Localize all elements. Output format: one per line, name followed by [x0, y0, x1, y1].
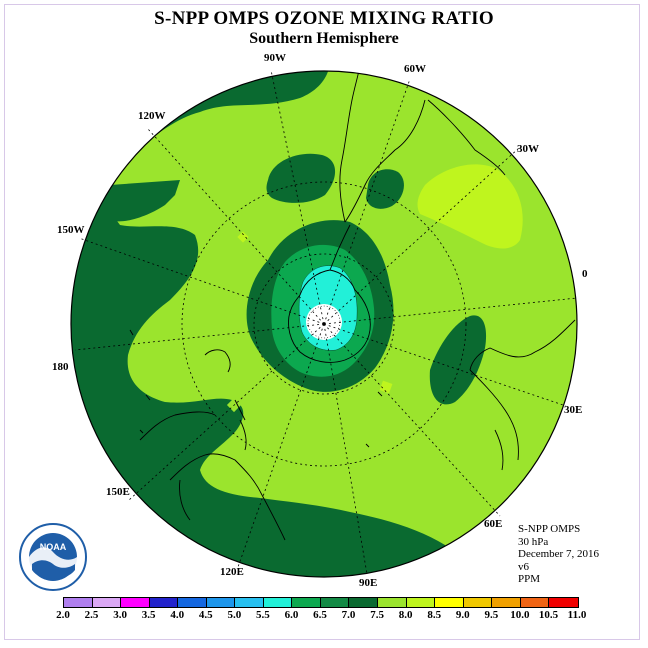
- colorbar-swatch: [149, 598, 179, 607]
- colorbar-swatch: [435, 598, 464, 607]
- lon-label-150w: 150W: [57, 224, 85, 236]
- colorbar-tick-label: 7.0: [341, 609, 356, 621]
- colorbar-swatch: [406, 598, 436, 607]
- colorbar-tick-label: 4.5: [198, 609, 213, 621]
- colorbar-swatch: [378, 598, 407, 607]
- field-blob-30e: [429, 315, 487, 405]
- colorbar-swatch: [263, 598, 293, 607]
- colorbar-swatch: [549, 598, 578, 607]
- colorbar-tick-label: 6.0: [284, 609, 299, 621]
- lon-label-180: 180: [52, 361, 69, 373]
- colorbar-tick-label: 2.5: [84, 609, 99, 621]
- colorbar-swatch: [320, 598, 350, 607]
- map-title: S-NPP OMPS OZONE MIXING RATIO: [154, 8, 494, 29]
- lon-label-120e: 120E: [220, 566, 244, 578]
- colorbar: [63, 597, 579, 608]
- colorbar-tick-label: 8.5: [427, 609, 442, 621]
- plot-frame: [4, 4, 640, 640]
- lon-label-30e: 30E: [564, 404, 583, 416]
- colorbar-swatch: [292, 598, 321, 607]
- pole-hole: [306, 304, 342, 340]
- colorbar-tick-label: 10.5: [538, 609, 559, 621]
- colorbar-swatch: [235, 598, 264, 607]
- info-units: PPM: [518, 573, 541, 585]
- coast-new-zealand: [204, 349, 231, 373]
- colorbar-tick-label: 11.0: [567, 609, 587, 621]
- colorbar-swatch: [492, 598, 521, 607]
- field-blob-90w: [266, 153, 336, 203]
- colorbar-swatch: [121, 598, 150, 607]
- colorbar-tick-label: 5.0: [227, 609, 242, 621]
- lon-label-0: 0: [582, 268, 588, 280]
- lon-label-30w: 30W: [517, 143, 539, 155]
- lon-label-90e: 90E: [359, 577, 378, 589]
- colorbar-swatch: [64, 598, 93, 607]
- lon-label-90w: 90W: [264, 52, 286, 64]
- info-pressure: 30 hPa: [518, 535, 549, 548]
- info-version: v6: [518, 560, 529, 573]
- lon-label-60w: 60W: [404, 63, 426, 75]
- colorbar-swatch: [206, 598, 236, 607]
- colorbar-tick-label: 4.0: [170, 609, 185, 621]
- lon-label-150e: 150E: [106, 486, 130, 498]
- colorbar-tick-label: 3.5: [141, 609, 156, 621]
- field-patch-30w: [417, 164, 523, 249]
- info-block: S-NPP OMPS 30 hPa December 7, 2016 v6 PP…: [518, 523, 599, 586]
- colorbar-swatch: [463, 598, 493, 607]
- noaa-logo-text: NOAA: [40, 542, 67, 552]
- colorbar-tick-label: 8.0: [398, 609, 413, 621]
- colorbar-swatch: [349, 598, 379, 607]
- colorbar-swatch: [178, 598, 207, 607]
- coast-australia: [169, 453, 286, 541]
- lon-label-60e: 60E: [484, 518, 503, 530]
- coast-africa: [469, 319, 576, 371]
- map-subtitle: Southern Hemisphere: [249, 30, 399, 47]
- lon-label-120w: 120W: [138, 110, 166, 122]
- colorbar-swatch: [520, 598, 550, 607]
- colorbar-tick-label: 7.5: [370, 609, 384, 621]
- colorbar-tick-label: 3.0: [113, 609, 127, 621]
- field-rim-left: [71, 150, 470, 577]
- info-instrument: S-NPP OMPS: [518, 523, 581, 535]
- field-blob-60w: [366, 169, 404, 209]
- colorbar-tick-label: 6.5: [313, 609, 327, 621]
- coast-antarctica: [288, 269, 371, 363]
- info-date: December 7, 2016: [518, 548, 599, 560]
- colorbar-tick-label: 9.5: [484, 609, 499, 621]
- colorbar-tick-label: 2.0: [56, 609, 70, 621]
- noaa-logo-icon: NOAA: [19, 523, 87, 591]
- colorbar-tick-label: 5.5: [256, 609, 270, 621]
- colorbar-tick-label: 9.0: [455, 609, 470, 621]
- colorbar-swatch: [92, 598, 122, 607]
- colorbar-tick-label: 10.0: [510, 609, 530, 621]
